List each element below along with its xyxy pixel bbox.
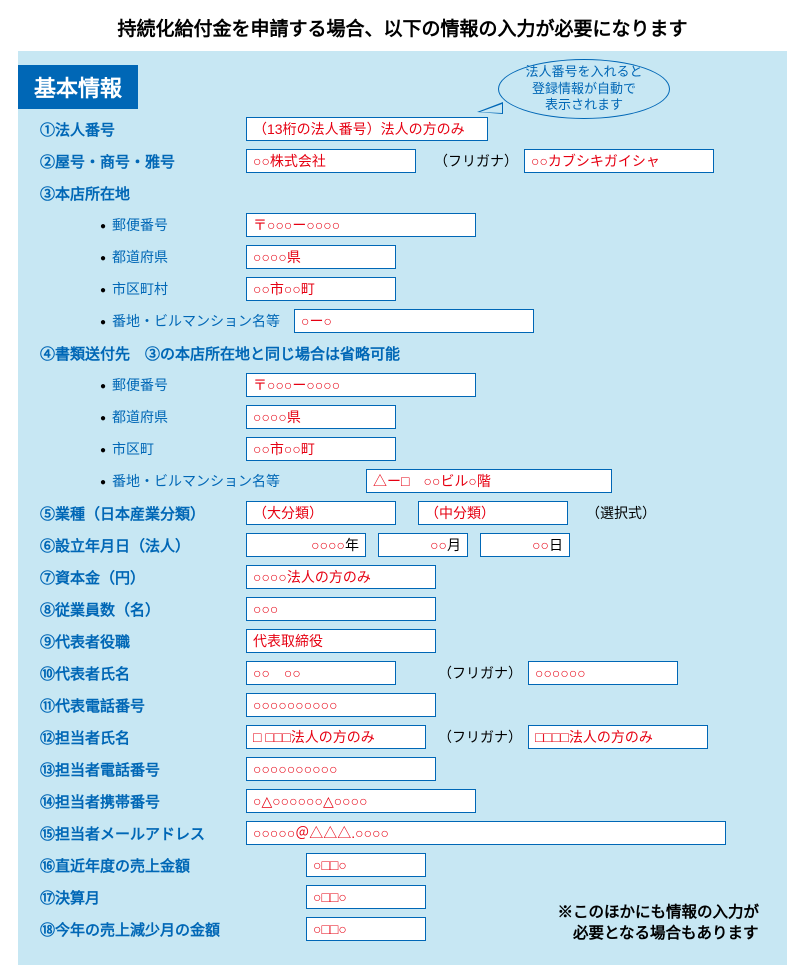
field-ship-zip[interactable]: 〒○○○ー○○○○ <box>246 373 476 397</box>
field-rep-name[interactable]: ○○ ○○ <box>246 661 396 685</box>
label-rep-title: ⑨代表者役職 <box>40 631 240 652</box>
label-bldg: 番地・ビルマンション名等 <box>40 311 280 331</box>
label-shipping: ④書類送付先 ③の本店所在地と同じ場合は省略可能 <box>40 343 400 364</box>
furigana-label: （フリガナ） <box>438 727 522 747</box>
label-zip: 郵便番号 <box>40 215 240 235</box>
field-ship-bldg[interactable]: △ー□ ○○ビル○階 <box>366 469 612 493</box>
field-company-name-kana[interactable]: ○○カブシキガイシャ <box>524 149 714 173</box>
field-rep-name-kana[interactable]: ○○○○○○ <box>528 661 678 685</box>
label-pref: 都道府県 <box>40 247 240 267</box>
label-contact-name: ⑫担当者氏名 <box>40 727 240 748</box>
label-ship-city: 市区町 <box>40 439 240 459</box>
field-rep-title[interactable]: 代表取締役 <box>246 629 436 653</box>
field-bldg[interactable]: ○ー○ <box>294 309 534 333</box>
field-rep-tel[interactable]: ○○○○○○○○○○ <box>246 693 436 717</box>
field-zip[interactable]: 〒○○○ー○○○○ <box>246 213 476 237</box>
page-title: 持続化給付金を申請する場合、以下の情報の入力が必要になります <box>0 0 805 51</box>
label-corp-number: ①法人番号 <box>40 119 240 140</box>
label-rep-name: ⑩代表者氏名 <box>40 663 240 684</box>
field-corp-number[interactable]: （13桁の法人番号）法人の方のみ <box>246 117 488 141</box>
field-contact-tel[interactable]: ○○○○○○○○○○ <box>246 757 436 781</box>
field-est-day[interactable]: ○○日 <box>480 533 570 557</box>
field-contact-mobile[interactable]: ○△○○○○○○△○○○○ <box>246 789 476 813</box>
label-established: ⑥設立年月日（法人） <box>40 535 240 556</box>
field-contact-email[interactable]: ○○○○○＠△△△.○○○○ <box>246 821 726 845</box>
label-rep-tel: ⑪代表電話番号 <box>40 695 240 716</box>
field-capital[interactable]: ○○○○法人の方のみ <box>246 565 436 589</box>
label-ship-zip: 郵便番号 <box>40 375 240 395</box>
label-contact-mobile: ⑭担当者携帯番号 <box>40 791 240 812</box>
label-company-name: ②屋号・商号・雅号 <box>40 151 240 172</box>
furigana-label: （フリガナ） <box>434 151 518 171</box>
field-employees[interactable]: ○○○ <box>246 597 436 621</box>
field-est-month[interactable]: ○○月 <box>378 533 468 557</box>
label-capital: ⑦資本金（円） <box>40 567 240 588</box>
callout-text: 法人番号を入れると 登録情報が自動で 表示されます <box>525 64 642 115</box>
label-recent-sales: ⑯直近年度の売上金額 <box>40 855 300 876</box>
field-contact-name-kana[interactable]: □□□□法人の方のみ <box>528 725 708 749</box>
section-badge: 基本情報 <box>18 65 138 109</box>
label-city: 市区町村 <box>40 279 240 299</box>
furigana-label: （フリガナ） <box>438 663 522 683</box>
field-contact-name[interactable]: □ □□□法人の方のみ <box>246 725 426 749</box>
field-pref[interactable]: ○○○○県 <box>246 245 396 269</box>
footer-note: ※このほかにも情報の入力が 必要となる場合もあります <box>557 902 759 945</box>
label-employees: ⑧従業員数（名） <box>40 599 240 620</box>
field-ship-city[interactable]: ○○市○○町 <box>246 437 396 461</box>
field-fiscal-month[interactable]: ○□□○ <box>306 885 426 909</box>
field-city[interactable]: ○○市○○町 <box>246 277 396 301</box>
label-reduced-sales: ⑱今年の売上減少月の金額 <box>40 919 300 940</box>
field-industry-major[interactable]: （大分類） <box>246 501 396 525</box>
label-ship-bldg: 番地・ビルマンション名等 <box>40 471 280 491</box>
field-recent-sales[interactable]: ○□□○ <box>306 853 426 877</box>
label-fiscal-month: ⑰決算月 <box>40 887 300 908</box>
field-est-year[interactable]: ○○○○年 <box>246 533 366 557</box>
field-company-name[interactable]: ○○株式会社 <box>246 149 416 173</box>
label-ship-pref: 都道府県 <box>40 407 240 427</box>
field-industry-mid[interactable]: （中分類） <box>418 501 568 525</box>
label-industry: ⑤業種（日本産業分類） <box>40 503 240 524</box>
form-panel: 基本情報 法人番号を入れると 登録情報が自動で 表示されます ①法人番号 （13… <box>18 51 787 965</box>
field-ship-pref[interactable]: ○○○○県 <box>246 405 396 429</box>
callout: 法人番号を入れると 登録情報が自動で 表示されます <box>498 59 670 119</box>
label-head-office: ③本店所在地 <box>40 183 240 204</box>
selectable-note: （選択式） <box>586 503 656 523</box>
label-contact-email: ⑮担当者メールアドレス <box>40 823 240 844</box>
field-reduced-sales[interactable]: ○□□○ <box>306 917 426 941</box>
label-contact-tel: ⑬担当者電話番号 <box>40 759 240 780</box>
